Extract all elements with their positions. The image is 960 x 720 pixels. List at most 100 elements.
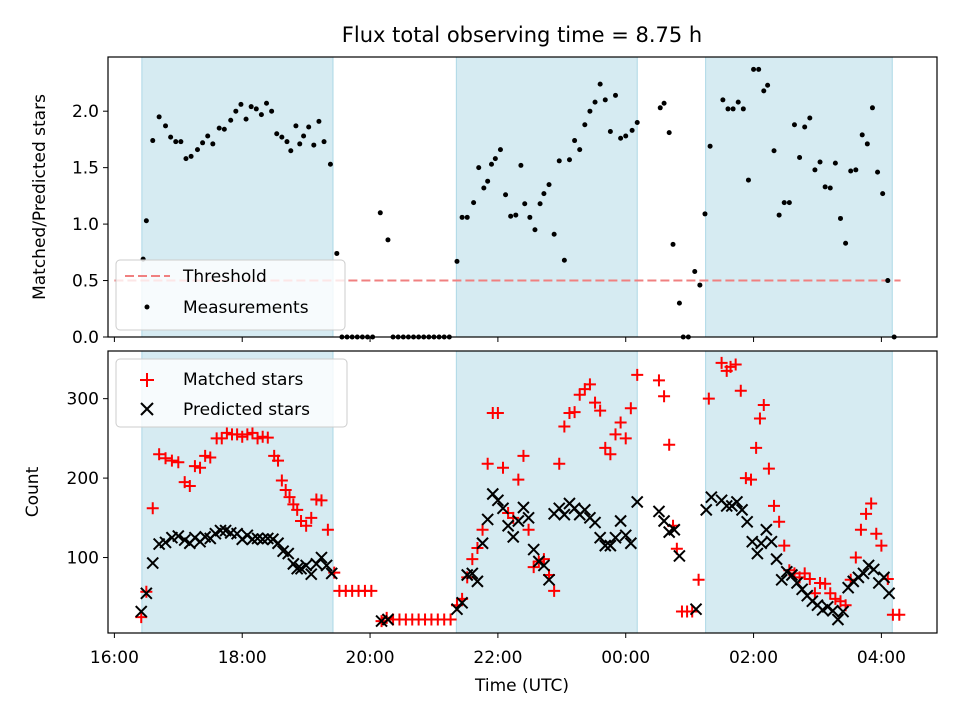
measurement-point [740,106,746,112]
measurement-point [756,66,762,72]
top-y-tick-label: 2.0 [72,102,99,122]
matched-star-point [599,441,612,454]
bottom-legend-box [115,358,348,428]
measurement-point [522,201,528,207]
measurement-point [556,158,562,164]
predicted-star-point [246,533,259,546]
matched-star-point [573,388,586,401]
measurement-point [527,214,533,220]
matched-star-point [860,507,873,520]
x-tick-label: 16:00 [90,648,139,668]
matched-star-point [893,608,906,621]
matched-star-point [875,539,888,552]
measurement-point [657,105,663,111]
matched-star-point [829,592,842,605]
measurement-point [541,191,547,197]
predicted-star-point [455,596,469,610]
measurement-point [751,66,757,72]
measurement-point [859,132,865,138]
predicted-star-point [689,602,703,616]
matched-star-point [159,452,172,465]
matched-star-point [724,360,737,373]
measurement-point [802,124,808,130]
matched-star-point [246,426,259,439]
measurement-point [864,141,870,147]
measurement-point [629,127,635,133]
predicted-star-point [755,537,768,550]
measurement-point [666,130,672,136]
measurement-point [481,185,487,191]
measurement-point [258,112,264,118]
matched-star-point [261,431,274,444]
measurement-point [243,116,249,122]
matched-star-point [291,503,304,516]
matched-star-point [745,473,758,486]
matched-star-point [715,356,728,369]
top-y-tick-label: 1.0 [72,215,99,235]
predicted-star-point [720,499,733,513]
matched-star-point [231,428,244,441]
matched-star-point [849,551,862,564]
legend-matched-label: Matched stars [183,370,303,390]
measurement-point [730,106,736,112]
measurement-point [518,162,524,168]
measurement-point [321,139,327,145]
measurement-point [454,258,460,264]
measurement-point [832,160,838,166]
measurement-point [880,191,886,197]
x-axis-label: Time (UTC) [474,676,569,696]
matched-star-point [729,358,742,371]
measurement-point [293,123,299,129]
predicted-stars-points [135,487,896,628]
top-panel: 0.00.51.01.52.0 Matched/Predicted stars … [30,56,938,348]
shaded-interval [705,350,893,634]
measurement-point [676,300,682,306]
predicted-star-point [159,536,172,549]
matched-star-point [865,497,878,510]
matched-star-point [589,396,602,409]
predicted-star-point [593,531,607,544]
measurement-point [661,100,667,106]
measurement-point [248,104,254,110]
measurement-point [843,240,849,246]
top-x-ticks [113,337,882,342]
measurement-point [537,201,543,207]
measurement-point [885,278,891,284]
measurement-point [143,218,149,224]
predicted-star-point [558,508,571,521]
measurement-point [853,167,859,173]
predicted-star-point [542,573,556,586]
x-tick-label: 22:00 [473,648,522,668]
matched-star-point [750,441,763,454]
predicted-star-point [831,613,845,626]
matched-star-point [614,416,627,429]
predicted-star-point [537,559,551,572]
predicted-star-point [760,523,773,536]
measurement-point [188,153,194,159]
measurement-point [205,133,211,139]
top-y-tick-label: 1.5 [72,159,99,179]
matched-star-point [568,406,581,419]
x-tick-label: 00:00 [601,648,650,668]
measurement-point [513,212,519,218]
measurement-point [735,99,741,105]
measurement-point [551,231,557,237]
predicted-star-point [882,587,896,600]
predicted-star-point [740,515,754,528]
matched-star-point [241,428,254,441]
x-tick-label: 20:00 [346,648,395,668]
measurement-point [837,215,843,221]
measurement-point [822,184,828,190]
predicted-star-point [770,552,783,566]
measurement-point [697,282,703,288]
matched-star-point [768,499,781,512]
matched-star-point [702,392,715,405]
measurement-point [797,154,803,160]
measurement-point [228,117,234,123]
top-y-ticks: 0.0 0.5 1.0 1.5 2.0 [72,102,108,348]
measurement-point [725,106,731,112]
measurement-point [508,213,514,219]
predicted-star-point [496,502,510,515]
bottom-y-tick-label: 300 [67,390,99,410]
